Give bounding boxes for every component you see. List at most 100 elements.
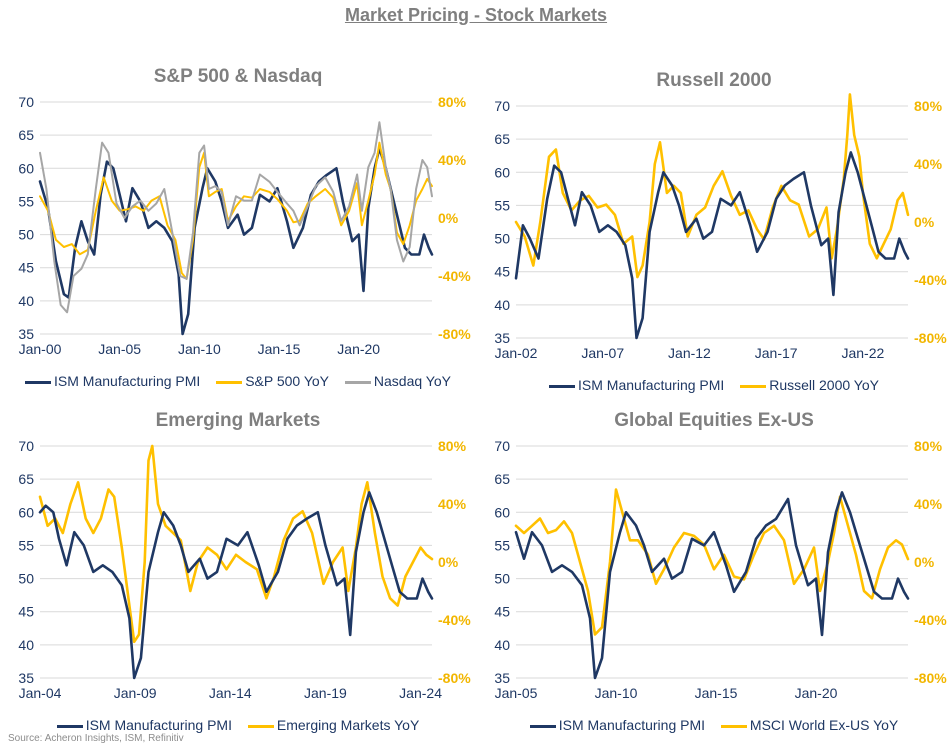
y-left-tick-label: 60 [494,504,510,520]
legend-label: Russell 2000 YoY [769,377,879,394]
series-line-msci-world-ex-us-yoy [514,488,910,636]
y-left-tick-label: 65 [494,131,510,147]
legend-label: ISM Manufacturing PMI [558,717,706,734]
chart-panel-sp500-nasdaq: S&P 500 & Nasdaq 35 40 45 50 55 60 65 70 -80% -40… [0,62,476,402]
x-tick-label: Jan-10 [595,685,638,701]
y-left-tick-label: 45 [494,264,510,280]
y-right-tick-label: -40% [438,268,471,284]
y-right-tick-label: 0% [438,210,459,226]
y-right-tick-label: -80% [438,326,471,342]
y-left-tick-label: 70 [18,438,34,454]
y-left-tick-label: 40 [18,293,34,309]
y-right-tick-label: -80% [914,670,947,686]
legend: ISM Manufacturing PMI MSCI World Ex-US Y… [476,716,952,733]
legend-item-ism: ISM Manufacturing PMI [25,373,200,389]
chart-title: Global Equities Ex-US [614,410,814,431]
legend-label: ISM Manufacturing PMI [578,377,725,394]
y-left-tick-label: 60 [494,164,510,180]
y-left-tick-label: 65 [494,471,510,487]
legend-item-russell: Russell 2000 YoY [740,377,879,393]
legend-swatch-ism [56,725,83,729]
y-right-tick-label: -40% [914,272,947,288]
legend-item-ism: ISM Manufacturing PMI [529,717,706,734]
y-left-tick-label: 55 [494,537,510,553]
x-tick-label: Jan-22 [841,345,884,361]
series-line-s-p-500-yoy [39,141,433,280]
legend-label: MSCI World Ex-US YoY [749,717,899,734]
x-tick-label: Jan-12 [668,345,711,361]
x-tick-label: Jan-05 [495,685,538,701]
y-right-tick-label: 40% [438,496,467,512]
y-right-tick-label: 0% [914,554,935,570]
chart-title: S&P 500 & Nasdaq [153,66,323,87]
series-line-nasdaq-yoy [39,121,433,314]
x-tick-label: Jan-20 [795,685,838,701]
chart-title: Emerging Markets [155,410,321,431]
chart-title: Russell 2000 [656,70,772,91]
chart-panel-russell-2000: Russell 2000 35 40 45 50 55 60 65 70 -80% -40% 0% 4… [476,66,952,406]
y-left-tick-label: 40 [494,637,510,653]
legend-label: Nasdaq YoY [373,373,451,390]
chart-panel-global-ex-us: Global Equities Ex-US 35 40 45 50 55 60 65 70 -8… [476,406,952,746]
y-left-tick-label: 65 [18,471,34,487]
x-tick-label: Jan-17 [755,345,798,361]
legend-item-ism: ISM Manufacturing PMI [56,717,232,734]
x-tick-label: Jan-05 [98,341,141,357]
x-tick-label: Jan-15 [258,341,301,357]
y-left-tick-label: 45 [494,604,510,620]
y-right-tick-label: -80% [438,670,471,686]
y-left-tick-label: 60 [18,504,34,520]
y-left-tick-label: 70 [18,94,34,110]
y-right-tick-label: -40% [914,612,947,628]
y-left-tick-label: 55 [18,193,34,209]
series-line-russell-2000-yoy [514,93,910,279]
x-tick-label: Jan-24 [399,685,442,701]
series-line-ism-manufacturing-pmi [38,491,434,680]
series-line-ism-manufacturing-pmi [514,491,910,680]
y-left-tick-label: 50 [494,231,510,247]
y-left-tick-label: 35 [18,670,34,686]
y-right-tick-label: -80% [914,330,947,346]
y-left-tick-label: 55 [494,197,510,213]
legend: ISM Manufacturing PMI Russell 2000 YoY [476,376,952,393]
x-tick-label: Jan-19 [304,685,347,701]
y-left-tick-label: 45 [18,260,34,276]
legend-label: ISM Manufacturing PMI [85,717,232,734]
page-title: Market Pricing - Stock Markets [344,5,608,25]
legend-swatch-sp500 [216,381,243,385]
chart-panel-emerging-markets: Emerging Markets 35 40 45 50 55 60 65 70 -80% -40… [0,406,476,746]
y-right-tick-label: -40% [438,612,471,628]
y-right-tick-label: 40% [914,496,943,512]
y-left-tick-label: 65 [18,127,34,143]
legend-item-em: Emerging Markets YoY [247,717,419,733]
legend-item-ism: ISM Manufacturing PMI [549,377,724,393]
y-right-tick-label: 80% [438,438,467,454]
y-right-tick-label: 40% [438,152,467,168]
x-tick-label: Jan-00 [19,341,62,357]
x-tick-label: Jan-04 [19,685,62,701]
y-left-tick-label: 35 [494,670,510,686]
legend-swatch-russell [740,385,767,389]
x-tick-label: Jan-15 [695,685,738,701]
y-left-tick-label: 50 [494,571,510,587]
y-left-tick-label: 55 [18,537,34,553]
legend-item-sp500: S&P 500 YoY [216,373,329,389]
series-line-ism-manufacturing-pmi [514,151,910,340]
legend-swatch-ism [529,725,556,729]
x-tick-label: Jan-09 [114,685,157,701]
legend: ISM Manufacturing PMI S&P 500 YoY Nasdaq… [0,372,476,389]
series-line-emerging-markets-yoy [38,444,434,644]
y-right-tick-label: 80% [438,94,467,110]
legend-swatch-ism [25,381,52,385]
y-left-tick-label: 35 [18,326,34,342]
x-tick-label: Jan-14 [209,685,252,701]
chart-svg: 35 40 45 50 55 60 65 70 -80% -40% 0% 40% 80% Jan-02 Ja… [494,93,947,361]
chart-svg: 35 40 45 50 55 60 65 70 -80% -40% 0% 40% 80% Jan-05 Ja… [494,438,947,701]
legend: ISM Manufacturing PMI Emerging Markets Y… [0,716,476,733]
y-right-tick-label: 40% [914,156,943,172]
source-note: Source: Acheron Insights, ISM, Refinitiv [8,733,184,744]
legend-item-nasdaq: Nasdaq YoY [344,373,451,390]
chart-svg: 35 40 45 50 55 60 65 70 -80% -40% 0% 40% 80% Jan-00 Ja… [18,94,471,357]
y-right-tick-label: 0% [914,214,935,230]
y-left-tick-label: 45 [18,604,34,620]
